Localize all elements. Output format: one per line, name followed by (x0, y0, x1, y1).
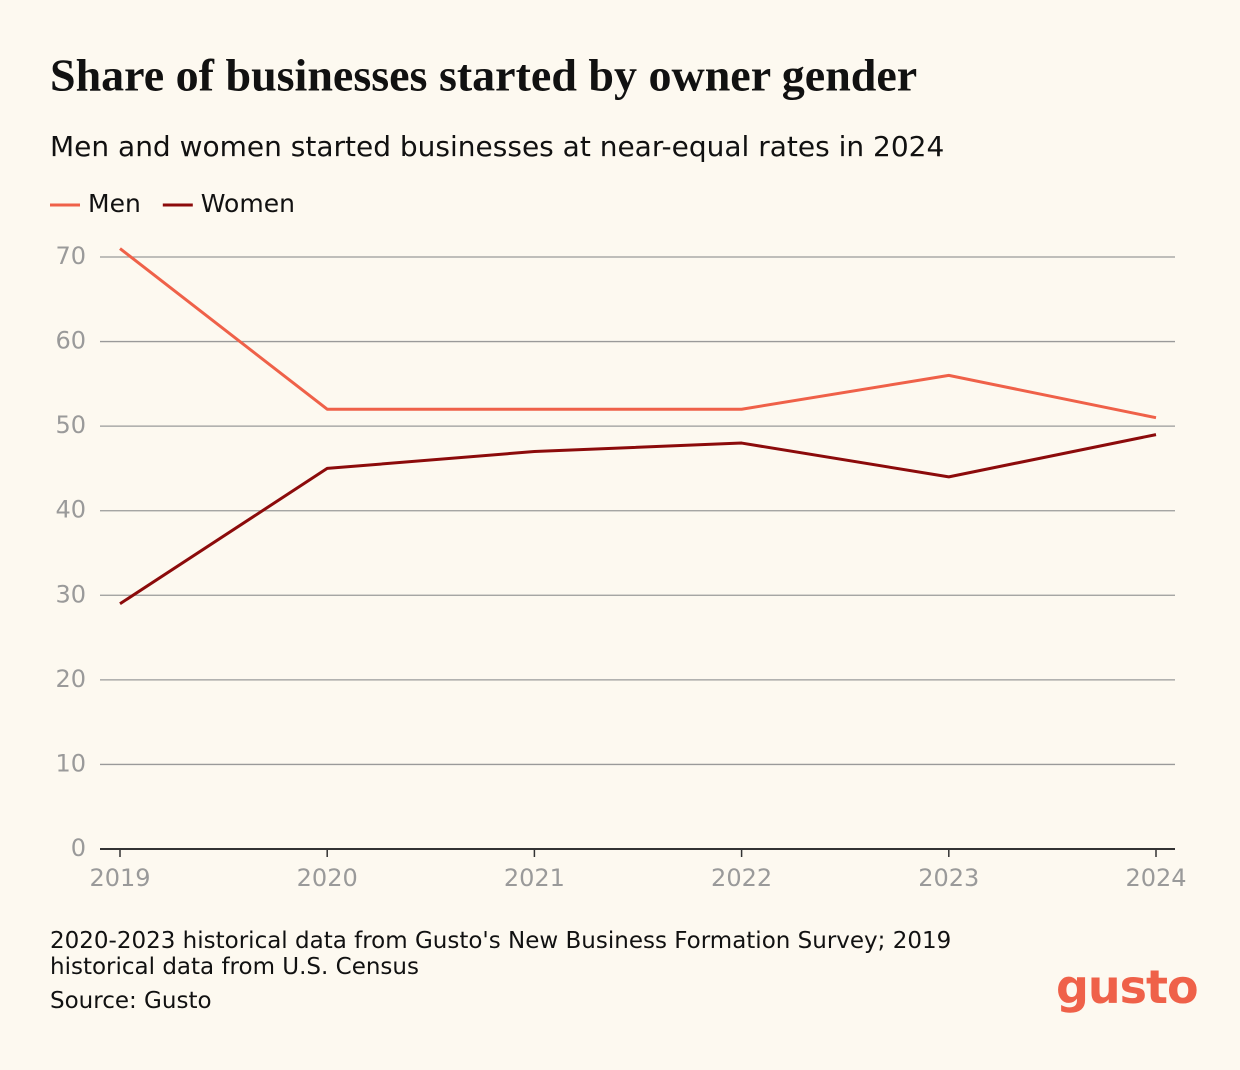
y-tick-label: 10 (55, 749, 86, 777)
x-tick-label: 2020 (297, 864, 358, 892)
y-tick-label: 30 (55, 580, 86, 608)
legend-label: Women (201, 189, 295, 218)
source: Source: Gusto (50, 988, 212, 1014)
logo: gusto (1056, 960, 1199, 1014)
y-tick-label: 20 (55, 665, 86, 693)
legend-label: Men (88, 189, 141, 218)
note: 2020-2023 historical data from Gusto's N… (50, 928, 952, 980)
x-tick-label: 2019 (89, 864, 150, 892)
x-tick-label: 2023 (918, 864, 979, 892)
y-tick-label: 60 (55, 327, 86, 355)
y-tick-label: 40 (55, 496, 86, 524)
y-tick-label: 70 (55, 242, 86, 270)
x-tick-label: 2024 (1125, 864, 1186, 892)
x-tick-label: 2022 (711, 864, 772, 892)
series-line (119, 433, 1157, 605)
y-tick-label: 50 (55, 411, 86, 439)
series-line (119, 247, 1157, 420)
x-tick-label: 2021 (504, 864, 565, 892)
chart-subtitle: Men and women started businesses at near… (50, 130, 944, 163)
chart-title: Share of businesses started by owner gen… (50, 50, 917, 101)
y-tick-label: 0 (71, 834, 86, 862)
